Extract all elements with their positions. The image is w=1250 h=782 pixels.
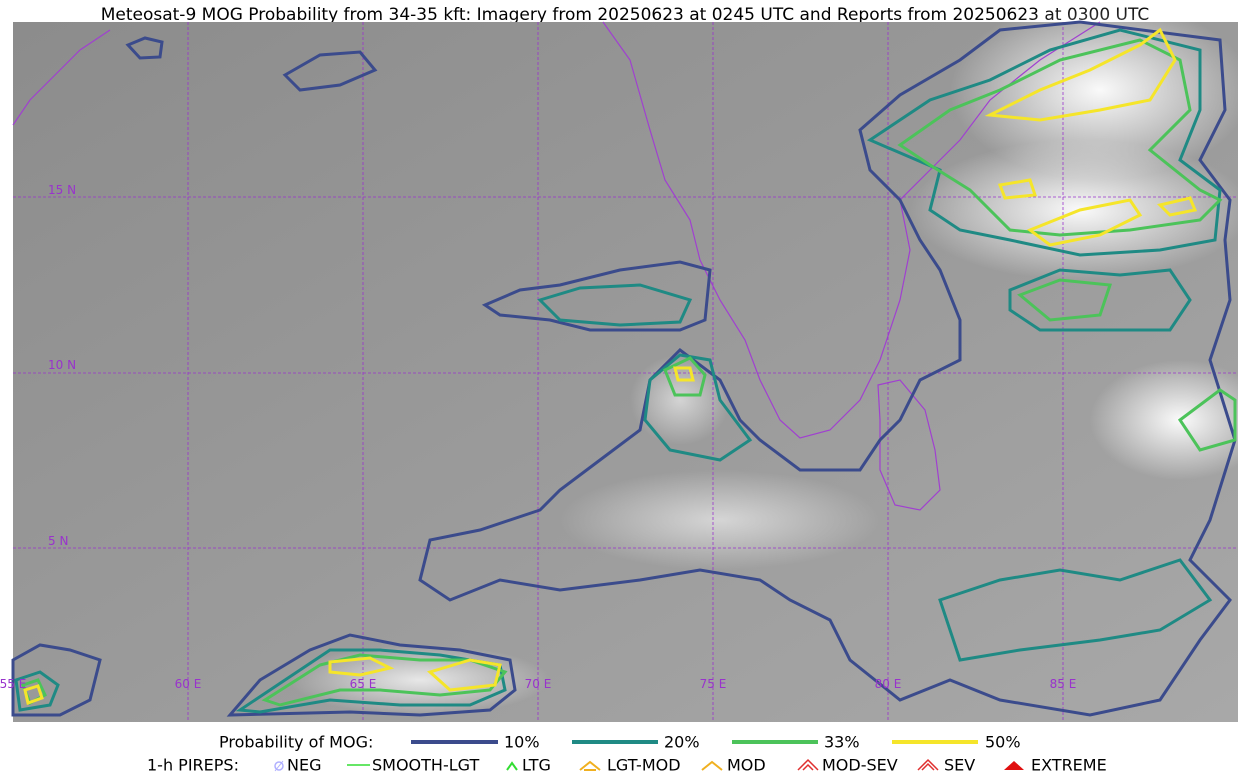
- map-shape: [602, 21, 1101, 439]
- map-shape: [1004, 761, 1024, 770]
- map-shape: [427, 658, 502, 692]
- map-shape: [797, 758, 819, 771]
- legend-label: EXTREME: [1031, 756, 1107, 775]
- map-shape: [274, 760, 284, 772]
- legend-label: LGT-MOD: [607, 756, 681, 775]
- lon-label: 60 E: [175, 677, 202, 691]
- map-shape: [14, 670, 60, 712]
- map-shape: [537, 283, 693, 327]
- map-shape: [274, 761, 284, 771]
- probability-legend: Probability of MOG: 10% 20% 33% 50%: [219, 733, 1021, 752]
- map-shape: [560, 470, 880, 570]
- legend-label: 33%: [824, 733, 860, 752]
- map-shape: [235, 648, 507, 714]
- legend-label: 50%: [985, 733, 1021, 752]
- legend-title: 1-h PIREPS:: [147, 756, 239, 775]
- legend-label: SEV: [944, 756, 975, 775]
- lon-label: 65 E: [350, 677, 377, 691]
- map-shape: [481, 260, 712, 332]
- lon-labels: 55 E 60 E 65 E 70 E 75 E 80 E 85 E: [0, 677, 1076, 691]
- legend-label: 10%: [504, 733, 540, 752]
- mog-contours: [11, 20, 1237, 717]
- lon-label: 75 E: [700, 677, 727, 691]
- map-shape: [984, 27, 1177, 122]
- map-shape: [663, 356, 707, 397]
- map-shape: [11, 643, 102, 717]
- map-shape: [1157, 196, 1198, 217]
- map-shape: [328, 656, 395, 677]
- map-shape: [506, 761, 518, 771]
- title: Meteosat-9 MOG Probability from 34-35 kf…: [101, 5, 1150, 25]
- map-shape: [897, 38, 1223, 237]
- legend-label: MOD: [727, 756, 766, 775]
- legend-label: 20%: [664, 733, 700, 752]
- map-shape: [418, 20, 1237, 717]
- map: 15 N 10 N 5 N 55 E 60 E 65 E 70 E 75 E 8…: [0, 0, 1250, 722]
- map-shape: [1008, 268, 1192, 332]
- map-shape: [282, 50, 378, 92]
- map-shape: [1090, 360, 1250, 480]
- lat-label: 5 N: [48, 534, 68, 548]
- map-shape: [701, 760, 723, 771]
- lon-label: 55 E: [0, 677, 26, 691]
- legend-label: NEG: [287, 756, 321, 775]
- lon-label: 70 E: [525, 677, 552, 691]
- map-shape: [938, 558, 1213, 662]
- legend-label: MOD-SEV: [822, 756, 898, 775]
- map-shape: [1177, 388, 1237, 452]
- map-shape: [1017, 278, 1113, 322]
- pirep-legend: 1-h PIREPS: NEG SMOOTH-LGT LTG LGT-MOD M…: [147, 756, 1107, 775]
- lat-label: 15 N: [48, 183, 76, 197]
- map-shape: [125, 36, 164, 60]
- map-shape: [673, 366, 695, 382]
- map-shape: [1026, 198, 1143, 247]
- lon-label: 85 E: [1050, 677, 1077, 691]
- map-shape: [579, 760, 601, 771]
- legend-label: SMOOTH-LGT: [372, 756, 479, 775]
- legend-title: Probability of MOG:: [219, 733, 373, 752]
- lat-labels: 15 N 10 N 5 N: [48, 183, 76, 548]
- map-shape: [997, 178, 1038, 200]
- map-shape: [226, 633, 517, 717]
- lat-label: 10 N: [48, 358, 76, 372]
- map-shape: [917, 758, 939, 771]
- map-shape: [866, 28, 1222, 257]
- map-shape: [12, 29, 111, 126]
- lon-label: 80 E: [875, 677, 902, 691]
- legend-label: LTG: [522, 756, 551, 775]
- map-shape: [261, 653, 508, 707]
- map-shape: [23, 684, 44, 705]
